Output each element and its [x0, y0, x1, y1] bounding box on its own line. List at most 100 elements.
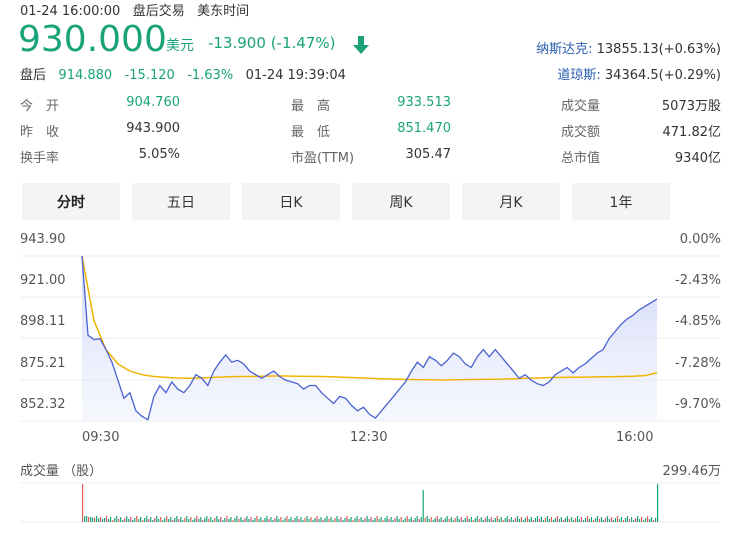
volume-bar — [408, 519, 410, 522]
volume-bar — [622, 520, 625, 522]
volume-bar — [96, 516, 98, 522]
volume-bar — [182, 520, 184, 522]
volume-bar — [300, 517, 302, 522]
volume-bar — [314, 518, 316, 522]
volume-bar — [526, 516, 528, 522]
volume-bar — [530, 517, 532, 522]
volume-bar — [400, 517, 402, 522]
volume-bar — [342, 520, 344, 522]
volume-bar — [282, 520, 284, 522]
tab-monthly-k[interactable]: 月K — [462, 183, 560, 220]
volume-bar — [224, 518, 226, 522]
volume-bar — [144, 518, 146, 522]
volume-bar — [310, 517, 312, 522]
tab-daily-k[interactable]: 日K — [242, 183, 340, 220]
y-right-tick: -2.43% — [675, 273, 721, 288]
volume-bar — [554, 518, 556, 522]
volume-bar — [470, 517, 472, 522]
volume-bar — [488, 519, 490, 522]
volume-bar — [328, 519, 330, 522]
volume-bar — [358, 519, 360, 522]
volume-bar — [170, 517, 172, 522]
index-nasdaq[interactable]: 纳斯达克: 13855.13(+0.63%) — [536, 42, 721, 57]
volume-bar — [434, 518, 436, 522]
volume-bar — [226, 516, 228, 522]
tab-weekly-k[interactable]: 周K — [352, 183, 450, 220]
volume-bar — [302, 520, 304, 522]
volume-bar — [548, 519, 550, 522]
x-tick: 09:30 — [82, 430, 120, 445]
volume-bar — [633, 520, 635, 522]
volume-bar — [556, 516, 558, 522]
prev-close-label: 昨 收 — [20, 125, 60, 140]
current-price: 930.000 — [18, 19, 167, 60]
volume-bar — [542, 520, 544, 522]
index-dow[interactable]: 道琼斯: 34364.5(+0.29%) — [557, 68, 721, 83]
volume-bar — [645, 518, 647, 522]
volume-bar — [166, 516, 168, 522]
volume-bar — [508, 519, 510, 522]
volume-bar — [120, 517, 122, 522]
tab-5day[interactable]: 五日 — [132, 183, 230, 220]
turnover-value: 5.05% — [138, 147, 180, 162]
volume-bar — [452, 520, 454, 522]
volume-bar — [558, 519, 560, 522]
volume-bar — [657, 484, 659, 522]
volume-bar — [422, 490, 424, 522]
y-left-tick: 852.32 — [20, 397, 66, 412]
volume-bar — [254, 518, 256, 522]
volume-bar — [384, 518, 386, 522]
volume-bar — [276, 516, 278, 522]
open-label: 今 开 — [20, 99, 60, 114]
volume-bar — [462, 520, 464, 522]
volume-bar — [500, 517, 502, 522]
volume-bar — [112, 520, 114, 522]
volume-bar — [420, 517, 422, 522]
volume-bar — [394, 518, 396, 522]
volume-bar — [454, 518, 456, 522]
volume-bar — [180, 517, 182, 522]
volume-bar — [102, 519, 104, 522]
volume-bar — [174, 518, 176, 522]
volume-bar — [140, 517, 142, 522]
volume-bar — [298, 519, 300, 522]
volume-bar — [104, 518, 106, 522]
volume-bar — [474, 518, 476, 522]
volume-bar — [624, 518, 627, 522]
volume-bar — [210, 517, 212, 522]
tab-intraday[interactable]: 分时 — [22, 183, 120, 220]
volume-bar — [204, 518, 206, 522]
volume-bar — [320, 517, 322, 522]
volume-bar — [186, 516, 188, 522]
volume-bar — [338, 519, 340, 522]
volume-bar — [360, 517, 362, 522]
volume-bar — [334, 518, 336, 522]
volume-bar — [220, 517, 222, 522]
volume-bar — [114, 518, 116, 522]
volume-bar — [232, 520, 234, 522]
volume-bar — [362, 520, 364, 522]
volume-bar — [592, 520, 595, 522]
y-left-tick: 943.90 — [20, 232, 66, 247]
volume-bar — [544, 518, 546, 522]
volume-bar — [478, 519, 480, 522]
y-right-tick: -9.70% — [675, 397, 721, 412]
volume-bar — [596, 516, 599, 522]
volume-bar — [390, 517, 392, 522]
volume-bar — [208, 519, 210, 522]
volume-bar — [136, 516, 138, 522]
volume-bar — [516, 516, 518, 522]
volume-bar — [512, 520, 514, 522]
volume-bar — [612, 520, 615, 522]
volume-bar — [244, 518, 246, 522]
volume-bar — [540, 517, 542, 522]
tab-1year[interactable]: 1年 — [572, 183, 670, 220]
volume-bar — [480, 517, 482, 522]
volume-bar — [486, 516, 488, 522]
volume-bar — [258, 519, 260, 522]
volume-bar — [552, 520, 554, 522]
currency-label: 美元 — [166, 38, 194, 54]
volume-bar — [566, 516, 568, 522]
volume-bar — [647, 516, 649, 522]
